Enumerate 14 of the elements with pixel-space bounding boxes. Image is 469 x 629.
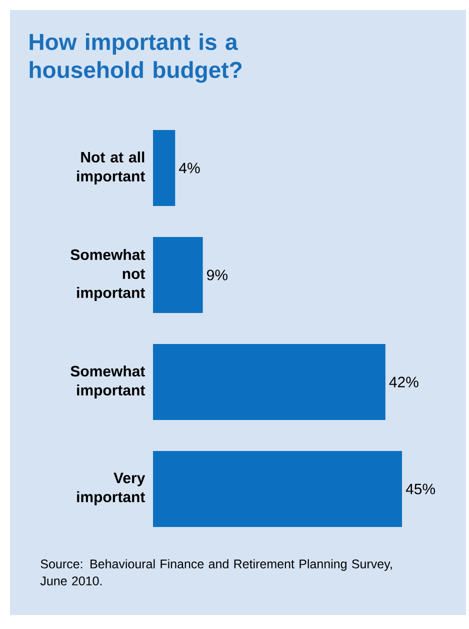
source-note: Source: Behavioural Finance and Retirement Planning Survey, June 2010. (40, 559, 392, 586)
y-tick-label: Very important (77, 472, 146, 506)
y-tick-label: Somewhat not important (70, 249, 146, 301)
data-label: 45% (406, 484, 436, 494)
bar (153, 344, 386, 420)
bar (153, 237, 203, 313)
bar (153, 130, 176, 206)
data-label: 42% (389, 376, 418, 388)
y-tick-label: Somewhat important (70, 366, 146, 398)
bar (153, 451, 402, 528)
chart-title: How important is a household budget? (30, 33, 242, 83)
y-tick-label: Not at all important (77, 152, 146, 184)
data-label: 9% (207, 270, 228, 280)
data-label: 4% (179, 162, 200, 174)
